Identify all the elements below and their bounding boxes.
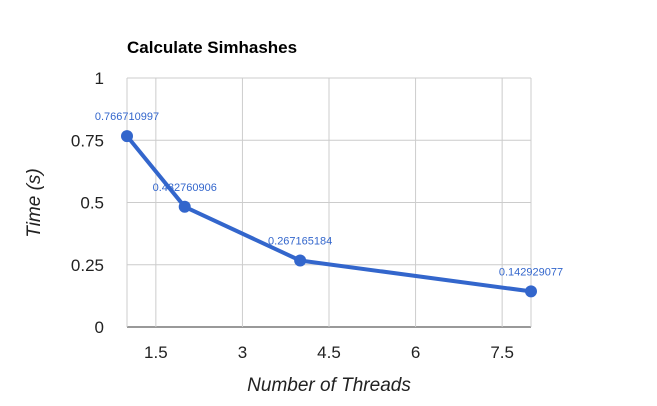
y-axis-title: Time (s) [24,168,45,238]
y-tick-label: 0 [95,318,104,337]
x-tick-label: 4.5 [317,343,341,362]
x-tick-label: 7.5 [490,343,514,362]
data-labels: 0.766710997 0.482760906 0.267165184 0.14292… [95,111,563,278]
data-point [178,200,191,213]
tick-labels: 0 0.25 0.5 0.75 1 1.5 3 4.5 6 7.5 [71,69,514,362]
data-label: 0.142929077 [499,266,563,278]
y-tick-label: 0.25 [71,256,104,275]
series-line [125,134,533,294]
series-line-group [121,130,537,298]
x-tick-label: 3 [238,343,247,362]
data-point [121,130,133,143]
data-point [294,254,307,267]
data-label: 0.267165184 [268,235,332,247]
x-tick-label: 6 [411,343,420,362]
y-tick-label: 1 [95,69,104,88]
x-axis-title: Number of Threads [247,375,411,396]
data-label: 0.482760906 [153,182,217,194]
chart-title: Calculate Simhashes [127,38,297,57]
y-tick-label: 0.75 [71,131,104,150]
x-tick-label: 1.5 [144,343,168,362]
grid-lines [126,77,532,328]
y-tick-label: 0.5 [80,194,104,213]
data-point [525,285,537,298]
data-label: 0.766710997 [95,111,159,123]
